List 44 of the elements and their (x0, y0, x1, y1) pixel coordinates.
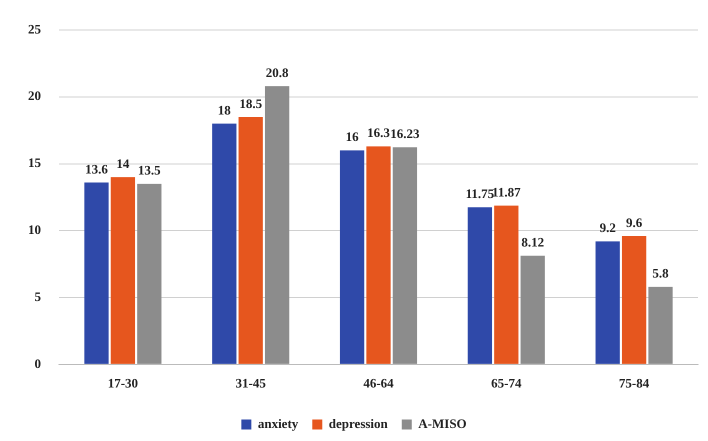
bar (137, 184, 162, 364)
bar (366, 146, 391, 364)
bar (340, 150, 364, 364)
y-tick-label: 0 (34, 356, 41, 371)
y-tick-label: 20 (28, 88, 41, 104)
data-label: 14 (116, 156, 130, 171)
y-tick-label: 15 (28, 155, 42, 170)
data-label: 11.75 (466, 186, 495, 202)
bar (84, 182, 109, 364)
bar (264, 86, 290, 364)
bar (596, 241, 620, 364)
y-tick-label: 5 (34, 288, 42, 304)
data-label: 9.6 (626, 214, 643, 230)
data-label: 5.8 (652, 266, 670, 281)
x-tick-label: 31-45 (236, 376, 266, 391)
bar (648, 286, 673, 364)
bar (212, 124, 236, 364)
data-label: 16.3 (367, 125, 390, 140)
data-label: 18.5 (239, 96, 263, 111)
bar (110, 177, 136, 364)
data-label: 20.8 (266, 65, 289, 80)
data-label: 8.12 (521, 234, 544, 250)
y-tick-label: 25 (28, 21, 42, 36)
bar (392, 147, 418, 364)
legend-label: anxiety (258, 416, 299, 431)
bar (520, 256, 545, 364)
bar (238, 116, 263, 364)
data-label: 9.2 (600, 220, 616, 236)
bar (622, 236, 646, 364)
data-label: 11.87 (492, 184, 522, 200)
x-tick-label: 65-74 (491, 376, 522, 391)
data-label: 16 (346, 129, 360, 144)
data-label: 18 (218, 102, 232, 118)
x-tick-label: 46-64 (363, 376, 394, 391)
y-tick-label: 10 (28, 222, 41, 237)
legend-label: depression (328, 416, 389, 431)
data-label: 13.5 (138, 162, 162, 178)
x-tick-label: 17-30 (108, 376, 138, 391)
bar (468, 207, 492, 364)
legend-label: A-MISO (418, 416, 467, 431)
data-label: 16.23 (390, 126, 420, 142)
x-tick-label: 75-84 (618, 376, 650, 391)
bar (494, 206, 518, 364)
data-label: 13.6 (85, 161, 108, 176)
